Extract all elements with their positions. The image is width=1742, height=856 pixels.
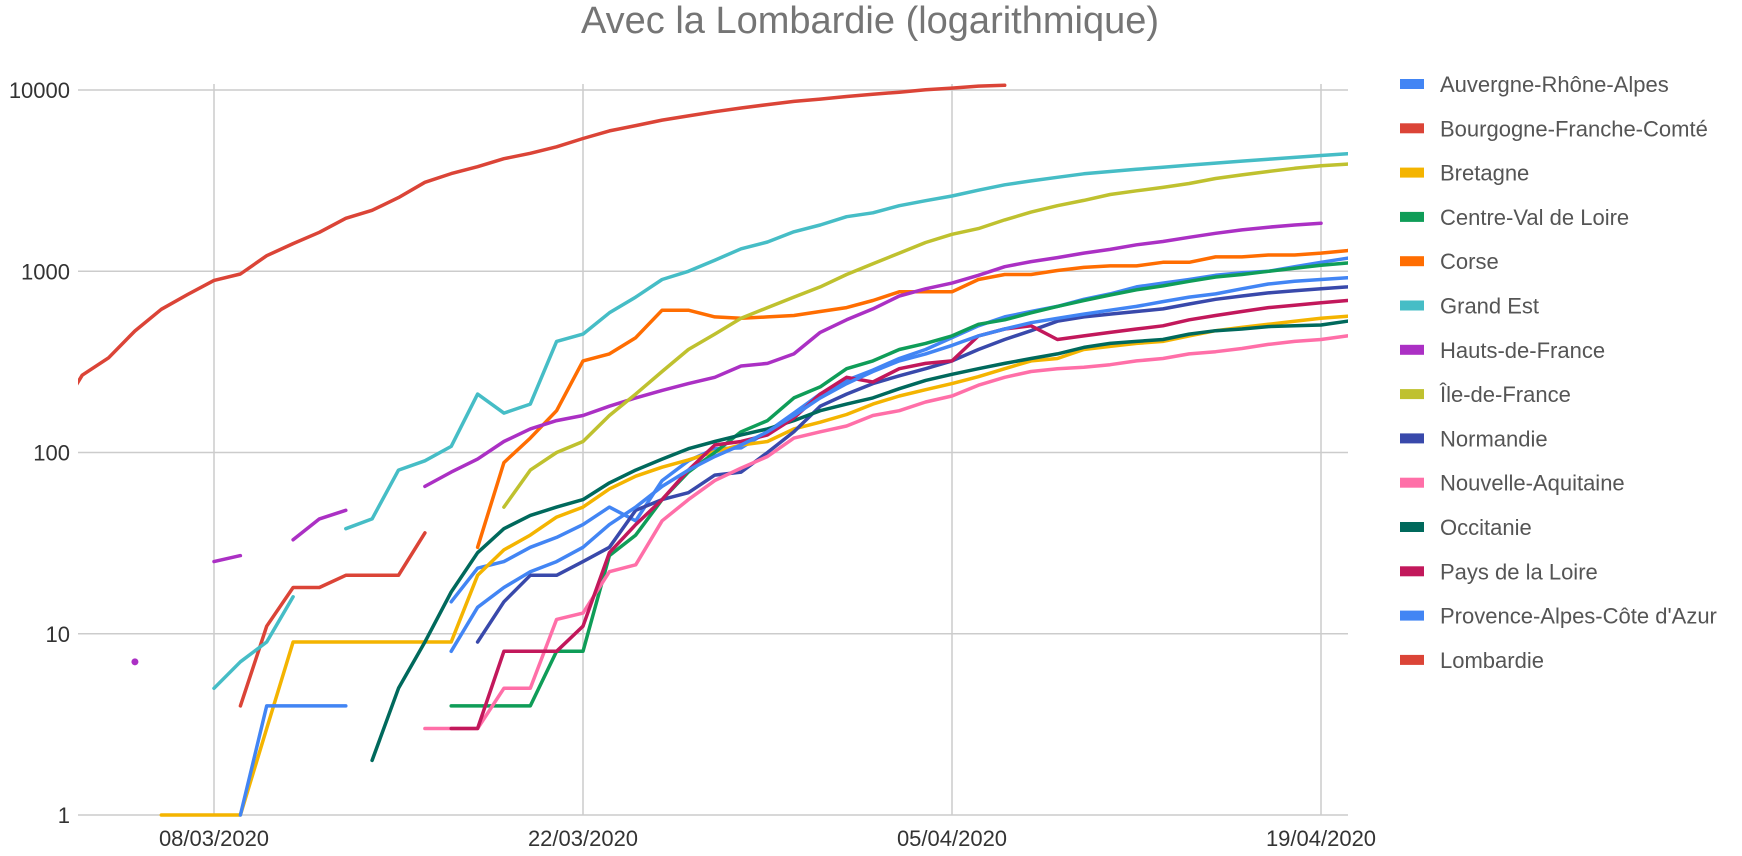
y-tick-label: 10000 — [9, 78, 70, 103]
legend-item-normandie: Normandie — [1400, 426, 1548, 451]
legend-swatch — [1400, 300, 1424, 311]
series-line-segment — [502, 162, 1348, 509]
series-line-segment — [238, 704, 348, 817]
series-grand-est — [212, 151, 1348, 691]
legend-item-centre-val-de-loire: Centre-Val de Loire — [1400, 205, 1629, 230]
series-normandie — [475, 285, 1348, 644]
legend-swatch — [1400, 433, 1424, 444]
legend-swatch — [1400, 211, 1424, 222]
legend-item-auvergne-rhone-alpes: Auvergne-Rhône-Alpes — [1400, 72, 1669, 97]
series-line-segment — [449, 298, 1348, 731]
legend-label: Hauts-de-France — [1440, 338, 1605, 363]
legend-item-lombardie: Lombardie — [1400, 648, 1544, 673]
legend-label: Bretagne — [1440, 161, 1529, 186]
y-tick-label: 1 — [58, 803, 70, 828]
legend-label: Pays de la Loire — [1440, 559, 1598, 584]
legend-item-hauts-de-france: Hauts-de-France — [1400, 338, 1605, 363]
legend-item-bourgogne-franche-comte: Bourgogne-Franche-Comté — [1400, 116, 1708, 141]
chart-title: Avec la Lombardie (logarithmique) — [581, 0, 1159, 42]
legend-swatch — [1400, 477, 1424, 488]
series-line-segment — [344, 151, 1348, 531]
legend-label: Centre-Val de Loire — [1440, 205, 1629, 230]
x-tick-label: 19/04/2020 — [1266, 826, 1376, 851]
series-line-segment — [423, 334, 1348, 731]
legend-swatch — [1400, 256, 1424, 267]
x-tick-label: 05/04/2020 — [897, 826, 1007, 851]
series-nouvelle-aquitaine — [423, 334, 1348, 731]
legend-label: Île-de-France — [1439, 382, 1571, 407]
legend-swatch — [1400, 167, 1424, 178]
legend-label: Occitanie — [1440, 515, 1532, 540]
legend-item-provence-alpes-cote-d-azur: Provence-Alpes-Côte d'Azur — [1400, 604, 1717, 629]
series-line-segment — [423, 221, 1323, 489]
series-line-segment — [370, 319, 1348, 763]
legend-label: Corse — [1440, 249, 1499, 274]
legend-swatch — [1400, 344, 1424, 355]
legend-swatch — [1400, 522, 1424, 532]
series-line-segment — [475, 248, 1348, 550]
series-pays-de-la-loire — [449, 298, 1348, 731]
series-provence-alpes-cote-d-azur — [238, 275, 1348, 817]
series-corse — [475, 248, 1348, 550]
legend-item-nouvelle-aquitaine: Nouvelle-Aquitaine — [1400, 471, 1625, 496]
legend-label: Auvergne-Rhône-Alpes — [1440, 72, 1669, 97]
series-line-segment — [238, 531, 427, 708]
legend-swatch — [1400, 566, 1424, 577]
series-bourgogne-franche-comte — [238, 531, 427, 708]
series-line-segment — [212, 553, 243, 564]
data-point — [131, 658, 139, 666]
legend-label: Nouvelle-Aquitaine — [1440, 471, 1625, 496]
series-lines — [78, 83, 1348, 817]
series-line-segment — [159, 314, 1348, 817]
series-hauts-de-france — [131, 221, 1323, 666]
legend-item-grand-est: Grand Est — [1400, 294, 1539, 319]
legend-item-pays-de-la-loire: Pays de la Loire — [1400, 559, 1598, 584]
legend-item-corse: Corse — [1400, 249, 1499, 274]
legend-label: Provence-Alpes-Côte d'Azur — [1440, 604, 1717, 629]
x-tick-label: 22/03/2020 — [528, 826, 638, 851]
legend-swatch — [1400, 79, 1424, 89]
legend-label: Grand Est — [1440, 294, 1539, 319]
legend-item-bretagne: Bretagne — [1400, 161, 1529, 186]
x-tick-label: 08/03/2020 — [159, 826, 269, 851]
series-line-segment — [291, 508, 348, 542]
legend-swatch — [1400, 389, 1424, 400]
series-line-segment — [449, 275, 1348, 654]
legend-swatch — [1400, 123, 1424, 134]
legend-label: Lombardie — [1440, 648, 1544, 673]
y-tick-label: 1000 — [21, 259, 70, 284]
legend-item-ile-de-france: Île-de-France — [1400, 382, 1571, 407]
series-bretagne — [159, 314, 1348, 817]
series-line-segment — [78, 83, 1007, 386]
series-occitanie — [370, 319, 1348, 763]
y-tick-label: 100 — [33, 441, 70, 466]
legend-swatch — [1400, 654, 1424, 665]
legend-label: Normandie — [1440, 426, 1548, 451]
legend-label: Bourgogne-Franche-Comté — [1440, 116, 1708, 141]
y-tick-label: 10 — [46, 622, 70, 647]
legend-item-occitanie: Occitanie — [1400, 515, 1532, 540]
series-line-segment — [475, 285, 1348, 644]
series-centre-val-de-loire — [449, 261, 1348, 708]
legend-swatch — [1400, 610, 1424, 621]
axis-labels: 1 10 100 1000 10000 08/03/2020 22/03/2020 05/04… — [9, 78, 1376, 851]
series-ile-de-france — [502, 162, 1348, 509]
series-line-segment — [449, 261, 1348, 708]
series-line-segment — [212, 595, 295, 691]
legend: Auvergne-Rhône-Alpes Bourgogne-Franche-Co… — [1400, 72, 1717, 673]
series-lombardie — [78, 83, 1007, 386]
